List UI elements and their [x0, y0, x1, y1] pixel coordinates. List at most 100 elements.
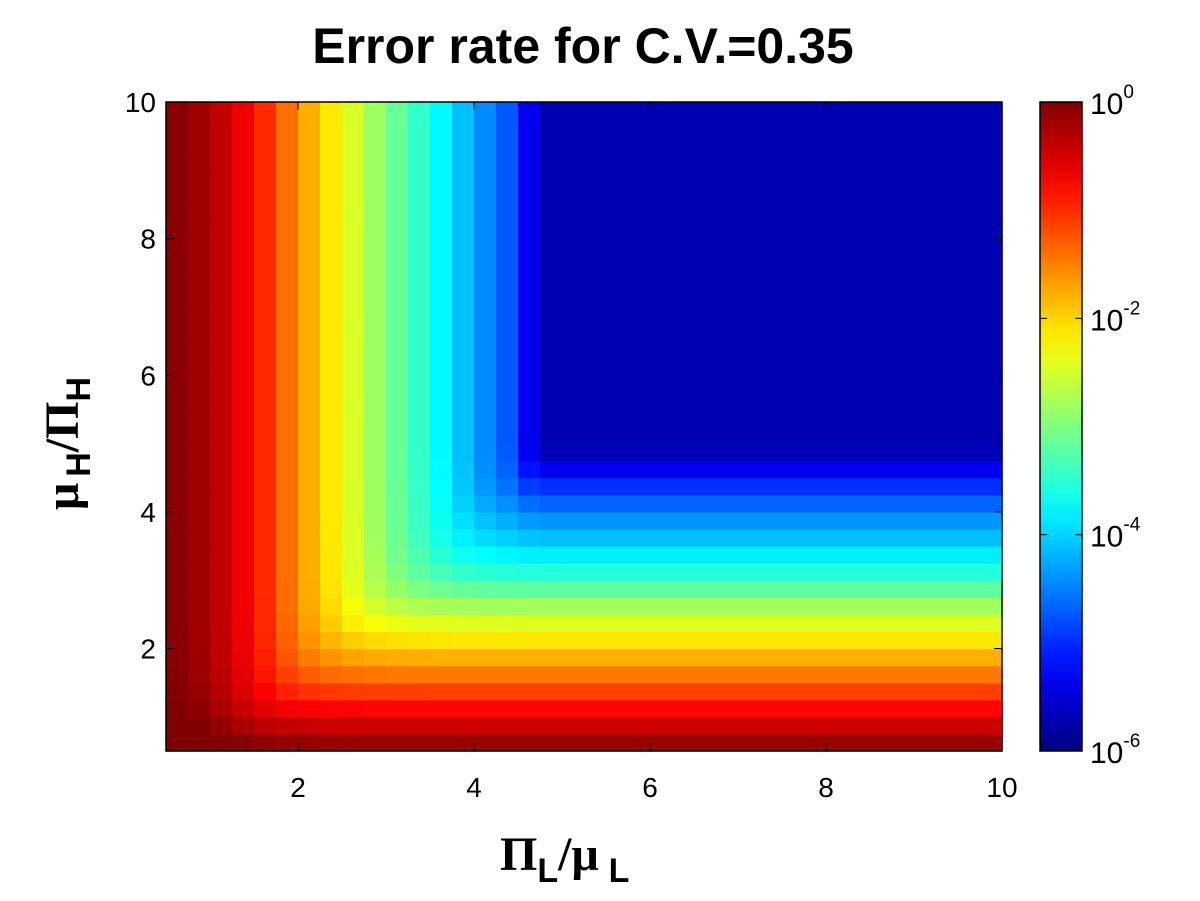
- heatmap-cell: [254, 443, 277, 462]
- heatmap-cell: [276, 494, 299, 513]
- heatmap-cell: [958, 358, 981, 376]
- heatmap-cell: [210, 580, 233, 598]
- heatmap-cell: [606, 153, 629, 171]
- heatmap-cell: [408, 699, 431, 718]
- heatmap-cell: [474, 494, 497, 513]
- heatmap-cell: [980, 255, 1003, 274]
- heatmap-cell: [210, 255, 233, 274]
- heatmap-cell: [936, 392, 959, 411]
- heatmap-cell: [386, 648, 409, 667]
- heatmap-cell: [936, 306, 959, 325]
- heatmap-cell: [452, 306, 475, 325]
- heatmap-cell: [408, 324, 431, 342]
- heatmap-cell: [298, 187, 321, 206]
- heatmap-cell: [474, 341, 497, 359]
- heatmap-cell: [166, 136, 189, 154]
- heatmap-cell: [672, 392, 695, 411]
- heatmap-cell: [694, 119, 717, 137]
- heatmap-cell: [188, 597, 211, 615]
- heatmap-cell: [826, 614, 849, 633]
- heatmap-cell: [782, 494, 805, 513]
- heatmap-cell: [958, 460, 981, 479]
- heatmap-cell: [804, 699, 827, 718]
- heatmap-cell: [958, 170, 981, 188]
- heatmap-cell: [386, 204, 409, 223]
- heatmap-cell: [782, 255, 805, 274]
- heatmap-cell: [364, 563, 387, 581]
- heatmap-cell: [364, 460, 387, 479]
- heatmap-cell: [892, 716, 915, 735]
- heatmap-cell: [628, 528, 651, 547]
- heatmap-cell: [716, 563, 739, 581]
- heatmap-cell: [562, 238, 585, 257]
- heatmap-cell: [364, 324, 387, 342]
- heatmap-cell: [496, 204, 519, 223]
- heatmap-cell: [804, 221, 827, 240]
- heatmap-cell: [474, 136, 497, 154]
- heatmap-cell: [540, 426, 563, 445]
- heatmap-cell: [606, 494, 629, 513]
- heatmap-cell: [584, 477, 607, 496]
- heatmap-cell: [584, 324, 607, 342]
- heatmap-cell: [958, 392, 981, 411]
- heatmap-cell: [760, 306, 783, 325]
- heatmap-cell: [188, 716, 211, 735]
- heatmap-cell: [474, 272, 497, 291]
- heatmap-cell: [232, 187, 255, 206]
- heatmap-cell: [694, 443, 717, 462]
- heatmap-cell: [738, 392, 761, 411]
- heatmap-cell: [276, 238, 299, 257]
- heatmap-cell: [188, 546, 211, 564]
- heatmap-cell: [386, 631, 409, 650]
- heatmap-cell: [584, 494, 607, 513]
- heatmap-cell: [276, 392, 299, 411]
- heatmap-cell: [562, 563, 585, 581]
- heatmap-cell: [782, 511, 805, 530]
- heatmap-cell: [232, 136, 255, 154]
- heatmap-cell: [188, 699, 211, 718]
- heatmap-cell: [694, 563, 717, 581]
- heatmap-cell: [584, 375, 607, 393]
- heatmap-cell: [232, 221, 255, 240]
- heatmap-cell: [364, 528, 387, 547]
- heatmap-cell: [342, 392, 365, 411]
- heatmap-cell: [232, 289, 255, 308]
- heatmap-cell: [958, 733, 981, 752]
- heatmap-cell: [826, 204, 849, 223]
- heatmap-cell: [386, 546, 409, 564]
- heatmap-cell: [342, 102, 365, 120]
- heatmap-cell: [276, 136, 299, 154]
- heatmap-cell: [694, 682, 717, 701]
- heatmap-cell: [914, 665, 937, 684]
- heatmap-cell: [672, 716, 695, 735]
- heatmap-cell: [694, 170, 717, 188]
- heatmap-cell: [408, 426, 431, 445]
- heatmap-cell: [342, 324, 365, 342]
- heatmap-cell: [364, 665, 387, 684]
- heatmap-cell: [958, 324, 981, 342]
- heatmap-cell: [562, 187, 585, 206]
- heatmap-cell: [430, 426, 453, 445]
- heatmap-cell: [474, 528, 497, 547]
- heatmap-cell: [276, 614, 299, 633]
- heatmap-cell: [716, 102, 739, 120]
- heatmap-cell: [232, 306, 255, 325]
- heatmap-cell: [782, 409, 805, 428]
- heatmap-cell: [980, 289, 1003, 308]
- heatmap-cell: [562, 409, 585, 428]
- heatmap-cell: [738, 648, 761, 667]
- heatmap-cell: [298, 341, 321, 359]
- heatmap-cell: [826, 409, 849, 428]
- heatmap-cell: [826, 477, 849, 496]
- heatmap-cell: [716, 460, 739, 479]
- heatmap-cell: [958, 153, 981, 171]
- heatmap-cell: [892, 255, 915, 274]
- heatmap-cell: [782, 682, 805, 701]
- heatmap-cell: [364, 153, 387, 171]
- heatmap-cell: [518, 375, 541, 393]
- heatmap-cell: [474, 153, 497, 171]
- heatmap-cell: [606, 460, 629, 479]
- heatmap-cell: [914, 426, 937, 445]
- heatmap-cell: [892, 563, 915, 581]
- heatmap-cell: [980, 375, 1003, 393]
